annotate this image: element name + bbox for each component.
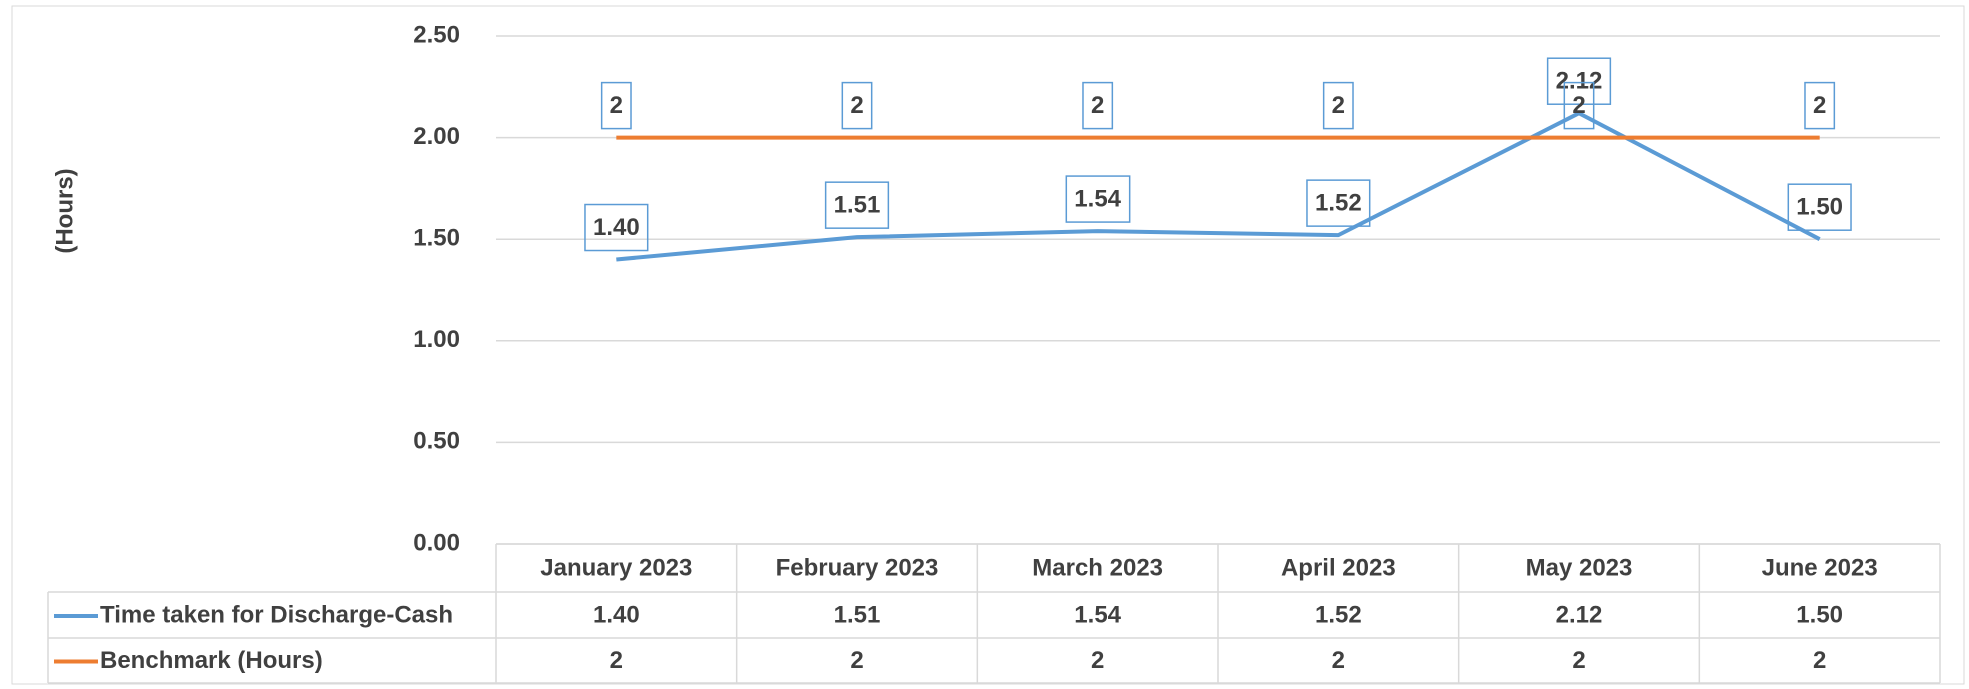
data-label: 2	[610, 92, 623, 119]
y-tick-label: 0.00	[413, 529, 460, 556]
legend-label: Benchmark (Hours)	[100, 647, 323, 674]
data-label: 2	[1813, 92, 1826, 119]
table-cell: 2.12	[1556, 601, 1603, 628]
data-label-box	[600, 81, 632, 130]
x-tick-label: March 2023	[1032, 554, 1163, 581]
x-tick-label: May 2023	[1526, 554, 1633, 581]
data-label-box	[1082, 81, 1114, 130]
series-line	[616, 111, 1821, 262]
y-tick-label: 0.50	[413, 428, 460, 455]
chart-frame	[11, 5, 1965, 685]
data-label: 2	[1572, 92, 1585, 119]
legend-label: Time taken for Discharge-Cash	[100, 601, 453, 628]
data-label-box	[841, 81, 873, 130]
data-label-box	[1322, 81, 1354, 130]
data-label: 1.52	[1315, 189, 1362, 216]
y-tick-label: 1.00	[413, 326, 460, 353]
data-label-box	[1563, 81, 1595, 130]
data-label: 1.54	[1074, 185, 1121, 212]
x-tick-label: April 2023	[1281, 554, 1396, 581]
data-label: 2	[850, 92, 863, 119]
data-label: 1.50	[1796, 194, 1843, 221]
data-label-box	[1546, 57, 1612, 105]
data-label-box	[1787, 183, 1852, 231]
data-label: 1.51	[834, 192, 881, 219]
table-cell: 1.50	[1796, 601, 1843, 628]
y-tick-label: 2.00	[413, 123, 460, 150]
table-cell: 2	[1813, 647, 1826, 674]
data-label-box	[1065, 175, 1131, 223]
data-label-box	[584, 203, 649, 252]
table-cell: 2	[1572, 647, 1585, 674]
table-cell: 1.54	[1074, 601, 1121, 628]
data-label-box	[824, 181, 890, 229]
data-label: 2	[1332, 92, 1345, 119]
table-cell: 2	[850, 647, 863, 674]
y-axis-label: (Hours)	[51, 168, 78, 253]
table-cell: 1.52	[1315, 601, 1362, 628]
x-tick-label: June 2023	[1762, 554, 1878, 581]
table-cell: 1.40	[593, 601, 640, 628]
table-cell: 2	[1091, 647, 1104, 674]
x-tick-label: February 2023	[776, 554, 939, 581]
data-label: 1.40	[593, 214, 640, 241]
table-cell: 1.51	[834, 601, 881, 628]
y-tick-label: 2.50	[413, 21, 460, 48]
data-label-box	[1804, 81, 1836, 130]
x-tick-label: January 2023	[540, 554, 692, 581]
table-cell: 2	[1332, 647, 1345, 674]
data-label: 2.12	[1556, 68, 1603, 95]
data-label-box	[1306, 179, 1371, 227]
y-tick-label: 1.50	[413, 225, 460, 252]
data-label: 2	[1091, 92, 1104, 119]
table-cell: 2	[610, 647, 623, 674]
